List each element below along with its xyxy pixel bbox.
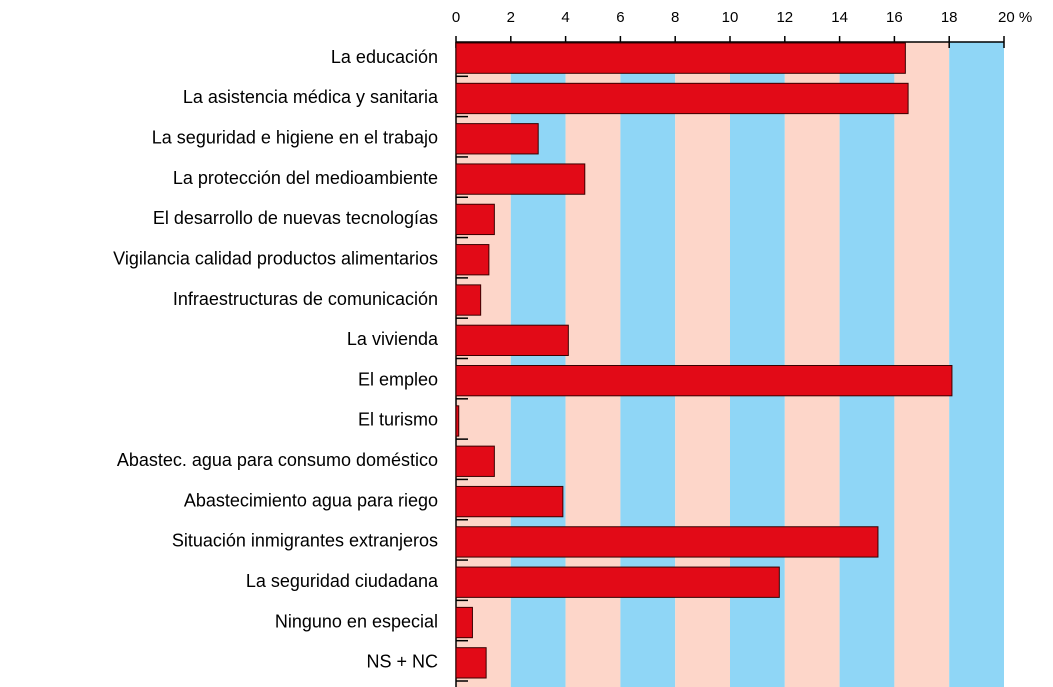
x-tick-label: 12: [776, 9, 793, 26]
y-tick-label: La seguridad ciudadana: [246, 571, 439, 591]
x-tick-label: 8: [671, 9, 679, 26]
y-tick-label: La vivienda: [347, 329, 439, 349]
x-tick-label: 16: [886, 9, 903, 26]
bar: [455, 244, 490, 276]
bar: [455, 365, 953, 397]
y-tick-label: Abastec. agua para consumo doméstico: [117, 450, 438, 470]
y-tick-label: Situación inmigrantes extranjeros: [172, 531, 438, 551]
background-band: [784, 42, 840, 687]
y-tick-label: El empleo: [358, 369, 438, 389]
bar: [455, 123, 539, 155]
y-tick-label: Abastecimiento agua para riego: [184, 490, 438, 510]
background-band: [894, 42, 950, 687]
y-tick-label: La protección del medioambiente: [173, 168, 438, 188]
y-tick-label: Vigilancia calidad productos alimentario…: [113, 248, 438, 268]
bar: [455, 42, 906, 74]
bar: [455, 405, 460, 437]
bar: [455, 445, 495, 477]
bar: [455, 203, 495, 236]
bar: [455, 485, 564, 518]
x-tick-label: 2: [507, 9, 515, 26]
y-tick-label: La seguridad e higiene en el trabajo: [152, 128, 438, 148]
x-tick-label: 18: [941, 9, 958, 26]
bar: [455, 324, 569, 356]
bar: [455, 284, 482, 316]
y-tick-label: El turismo: [358, 410, 438, 430]
background-band: [949, 42, 1004, 687]
y-tick-label: La asistencia médica y sanitaria: [183, 87, 439, 107]
x-tick-label: 20 %: [998, 9, 1032, 26]
bar: [455, 82, 909, 115]
bar: [455, 163, 586, 195]
y-tick-label: NS + NC: [366, 652, 438, 672]
bar: [455, 606, 473, 639]
x-tick-label: 4: [561, 9, 569, 26]
x-tick-label: 14: [831, 9, 848, 26]
bar: [455, 566, 780, 598]
x-tick-label: 0: [452, 9, 460, 26]
x-tick-label: 10: [722, 9, 739, 26]
bar: [455, 526, 879, 558]
y-tick-label: Infraestructuras de comunicación: [173, 289, 438, 309]
x-tick-label: 6: [616, 9, 624, 26]
bar: [455, 647, 487, 679]
y-tick-label: La educación: [331, 47, 438, 67]
background-band: [839, 42, 895, 687]
y-tick-label: El desarrollo de nuevas tecnologías: [153, 208, 438, 228]
y-tick-label: Ninguno en especial: [275, 611, 438, 631]
